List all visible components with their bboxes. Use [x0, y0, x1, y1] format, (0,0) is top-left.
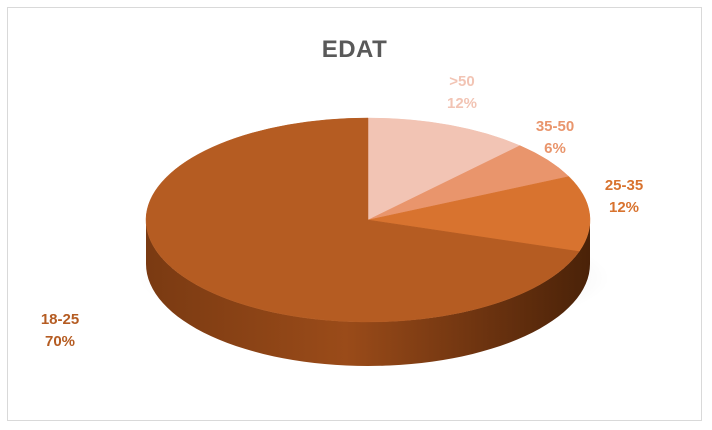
- pie-slice-2535: [367, 176, 591, 252]
- slice-label-value: 12%: [447, 95, 477, 112]
- slice-label-category: 25-35: [605, 177, 643, 194]
- pie-slice-1825: [145, 117, 580, 323]
- slice-label-category: 35-50: [536, 118, 574, 135]
- pie-slice-50: [367, 117, 521, 221]
- slice-label-value: 12%: [609, 199, 639, 216]
- slice-label-value: 6%: [544, 140, 566, 157]
- chart-title: EDAT: [321, 36, 388, 63]
- pie-side-wall: [146, 220, 590, 366]
- slice-label-category: >50: [449, 73, 474, 90]
- slice-label-value: 70%: [45, 333, 75, 350]
- slice-label-category: 18-25: [41, 311, 79, 328]
